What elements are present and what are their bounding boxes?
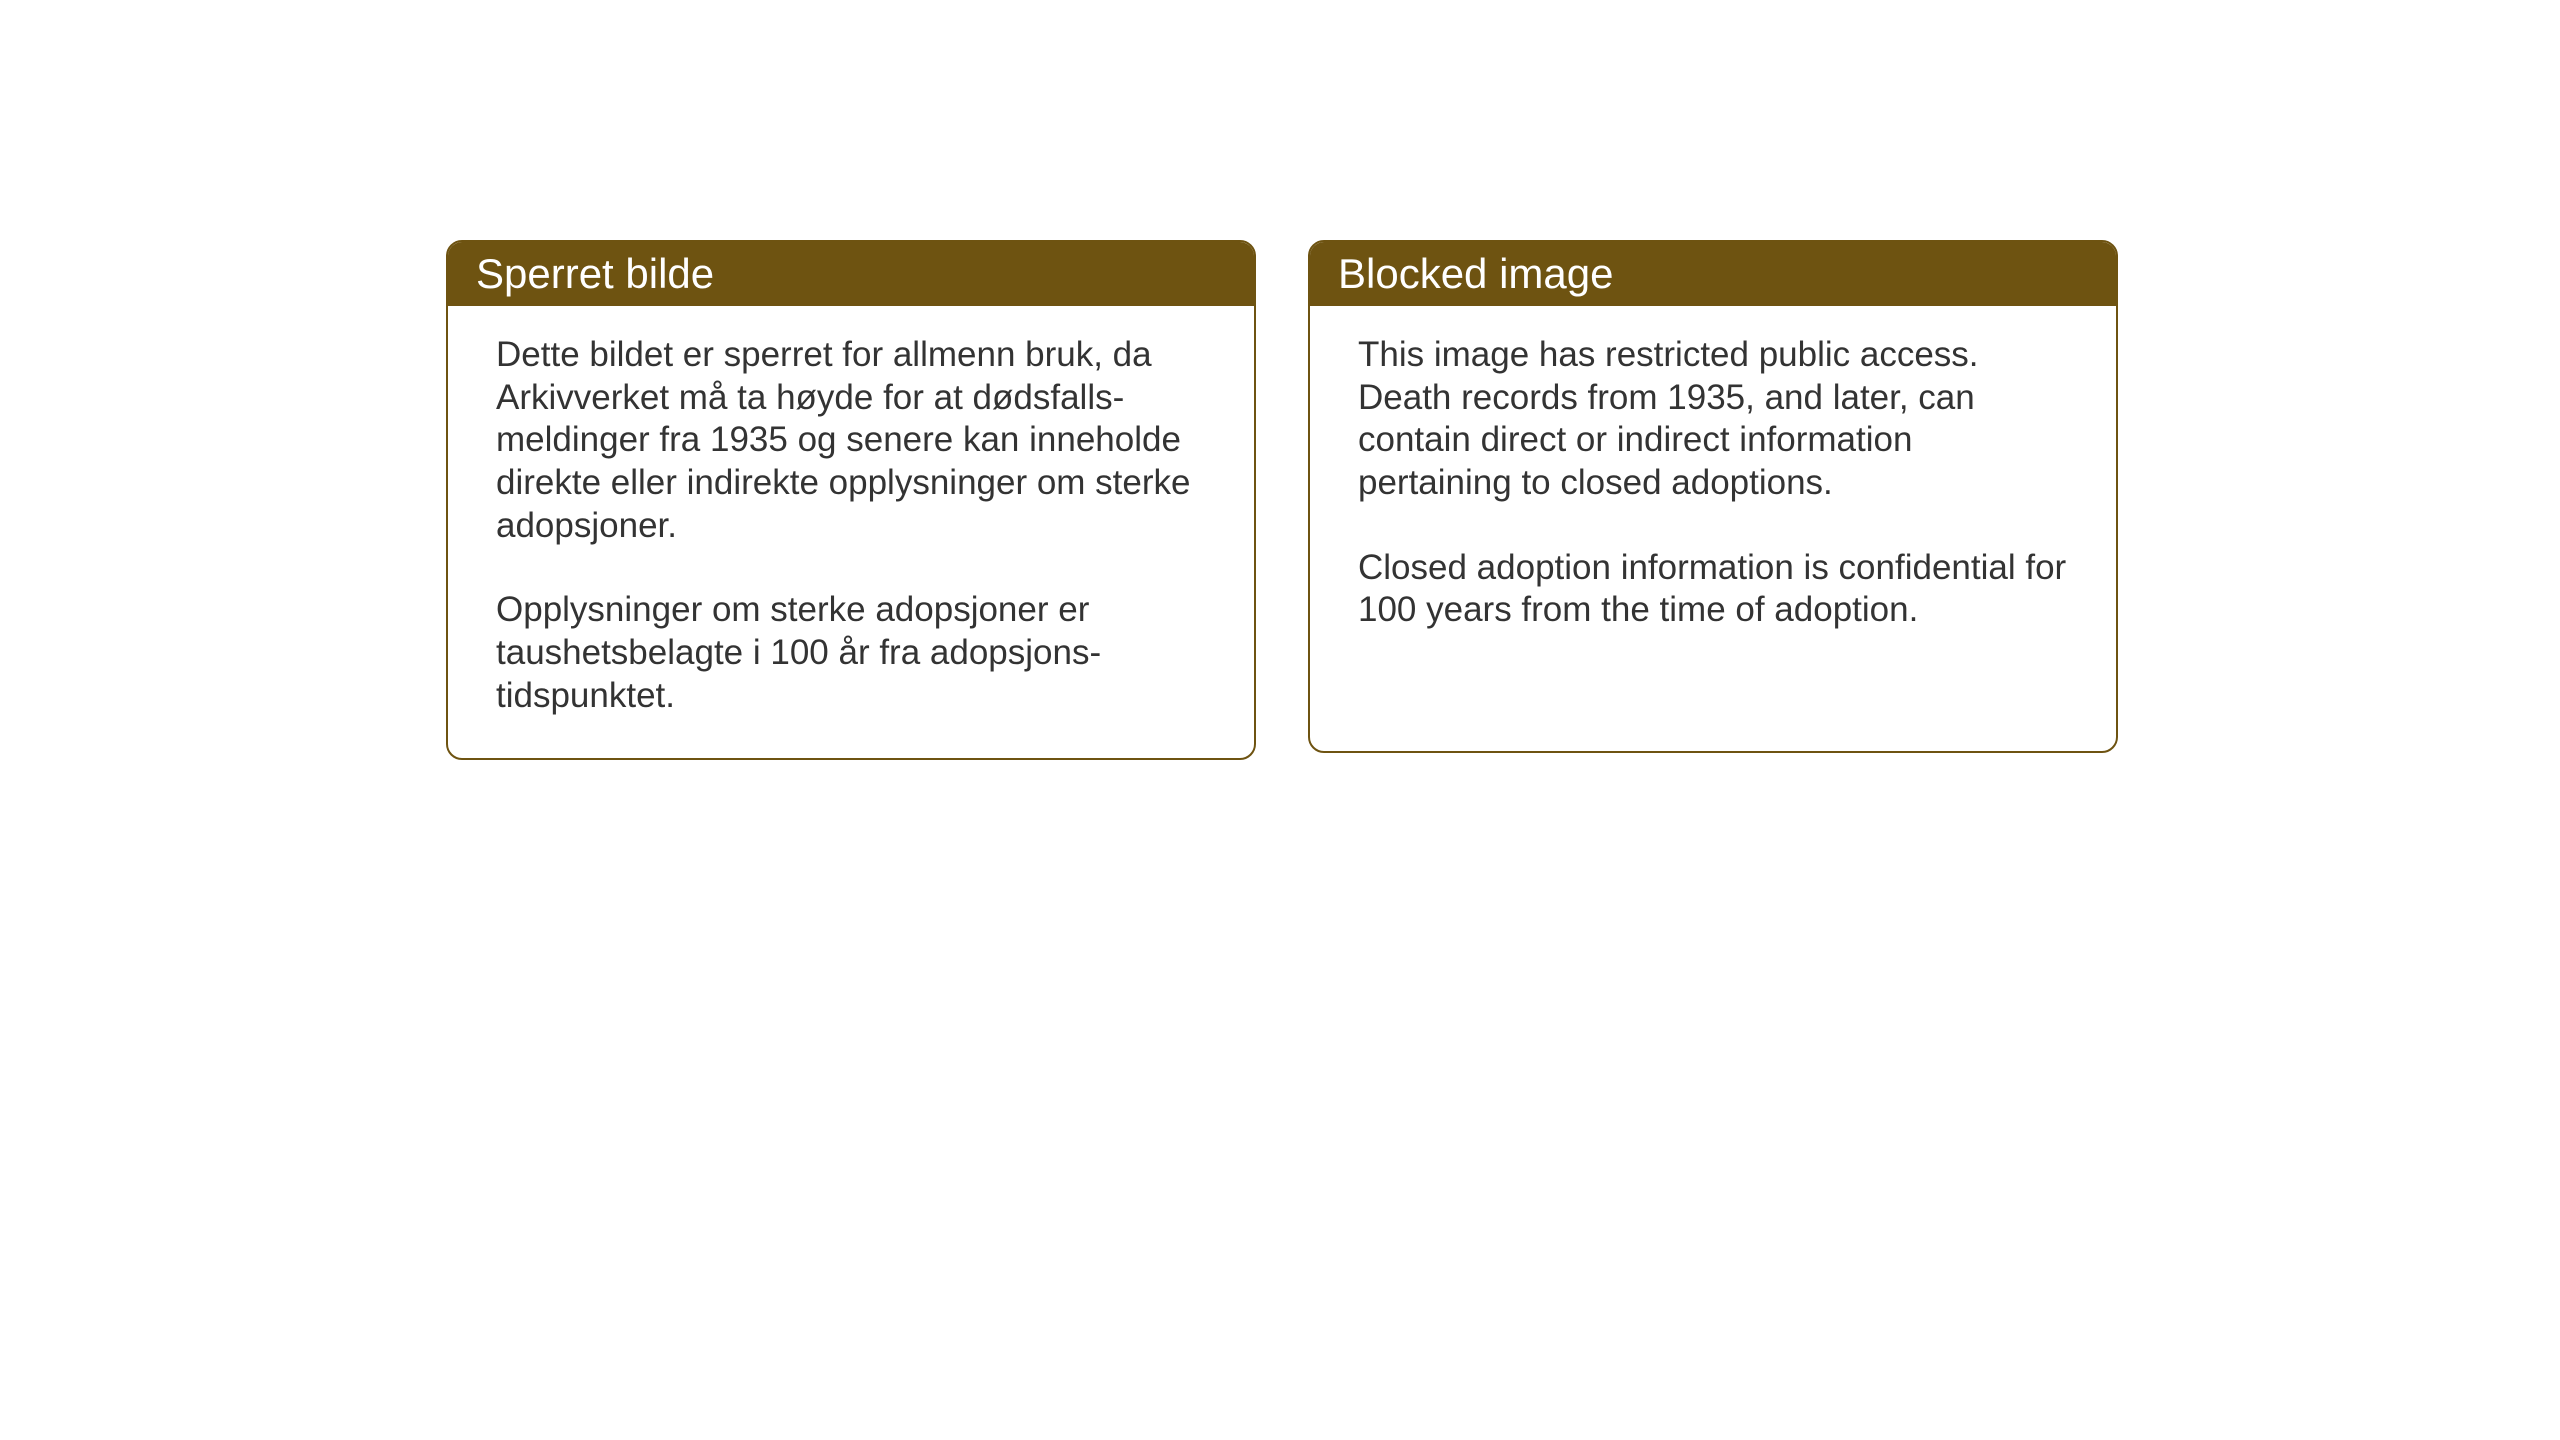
english-card-title: Blocked image — [1310, 242, 2116, 306]
english-paragraph-2: Closed adoption information is confident… — [1358, 547, 2068, 632]
english-paragraph-1: This image has restricted public access.… — [1358, 334, 2068, 505]
norwegian-paragraph-1: Dette bildet er sperret for allmenn bruk… — [496, 334, 1206, 547]
norwegian-card-title: Sperret bilde — [448, 242, 1254, 306]
english-card-body: This image has restricted public access.… — [1310, 306, 2116, 672]
english-notice-card: Blocked image This image has restricted … — [1308, 240, 2118, 753]
notice-container: Sperret bilde Dette bildet er sperret fo… — [446, 240, 2118, 760]
norwegian-card-body: Dette bildet er sperret for allmenn bruk… — [448, 306, 1254, 758]
norwegian-notice-card: Sperret bilde Dette bildet er sperret fo… — [446, 240, 1256, 760]
norwegian-paragraph-2: Opplysninger om sterke adopsjoner er tau… — [496, 589, 1206, 717]
